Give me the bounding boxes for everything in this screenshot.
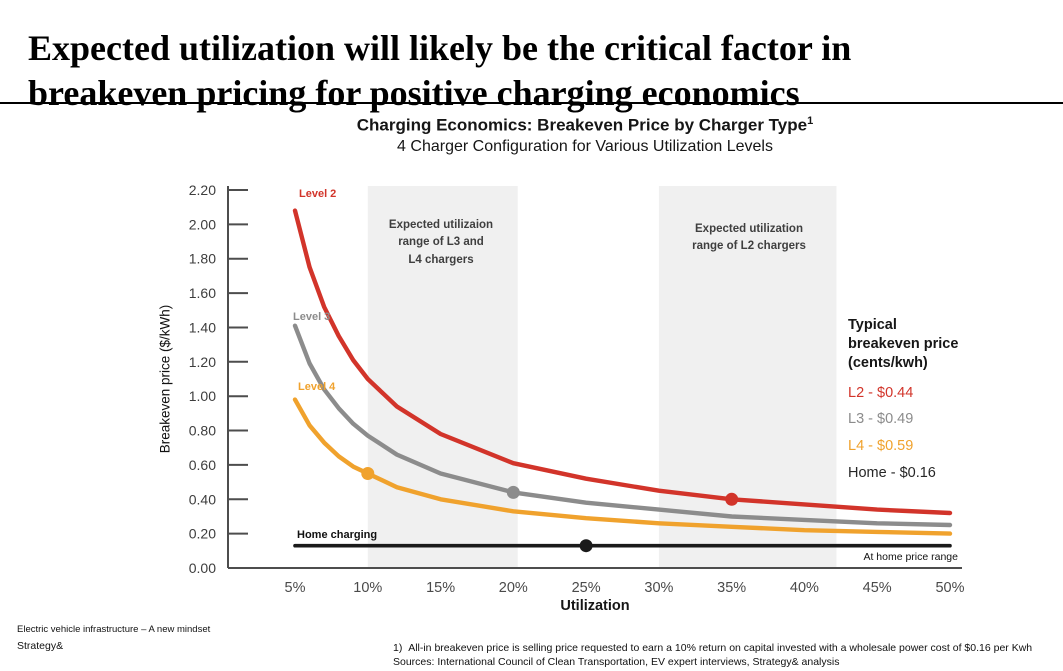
footer-brand: Strategy&: [17, 640, 64, 652]
y-tick-label: 0.80: [189, 423, 216, 439]
home-price-range-annotation: At home price range: [863, 551, 958, 563]
chart-title-footnote-marker: 1: [807, 115, 814, 127]
x-axis-title: Utilization: [560, 598, 630, 614]
curve-label-level4: Level 4: [298, 381, 336, 393]
curve-label-level2: Level 2: [299, 188, 337, 200]
x-tick-label: 45%: [863, 580, 892, 596]
x-tick-label: 20%: [499, 580, 528, 596]
y-axis-title: Breakeven price ($/kWh): [157, 304, 173, 454]
marker-level3: [506, 485, 520, 499]
x-tick-label: 50%: [935, 580, 964, 596]
x-tick-label: 40%: [790, 580, 819, 596]
curve-label-level3: Level 3: [293, 311, 331, 323]
footnote: 1) All-in breakeven price is selling pri…: [393, 642, 1032, 654]
y-tick-label: 2.00: [189, 216, 216, 232]
x-tick-label: 10%: [353, 580, 382, 596]
marker-home: [579, 539, 593, 553]
footnote-text: All-in breakeven price is selling price …: [408, 642, 1033, 654]
x-tick-label: 5%: [285, 580, 306, 596]
footnote-marker: 1): [393, 642, 403, 654]
title-divider-rule: [0, 102, 1063, 104]
y-tick-label: 0.00: [189, 560, 216, 576]
slide-title: Expected utilization will likely be the …: [28, 26, 1053, 117]
y-tick-label: 1.20: [189, 354, 216, 370]
y-tick-label: 1.00: [189, 388, 216, 404]
x-tick-label: 25%: [572, 580, 601, 596]
utilization-band-1: [367, 186, 518, 568]
curve-level2: [292, 208, 953, 516]
legend-title: Typical breakeven price (cents/kwh): [848, 317, 959, 371]
legend-item-l2: L2 - $0.44: [848, 384, 914, 401]
chart-title: Charging Economics: Breakeven Price by C…: [160, 115, 1010, 136]
chart-legend: Typical breakeven price (cents/kwh) L2 -…: [848, 316, 958, 487]
curve-level4: [292, 397, 953, 536]
band-label-l2: Expected utilization range of L2 charger…: [692, 223, 806, 253]
chart-subtitle: 4 Charger Configuration for Various Util…: [397, 138, 773, 155]
sources-line: Sources: International Council of Clean …: [393, 656, 840, 668]
legend-item-l4: L4 - $0.59: [848, 438, 914, 455]
x-tick-label: 15%: [426, 580, 455, 596]
marker-level2: [725, 492, 739, 506]
y-tick-label: 0.60: [189, 457, 216, 473]
marker-level4: [361, 467, 375, 480]
legend-item-l3: L3 - $0.49: [848, 411, 914, 428]
y-tick-label: 0.40: [189, 491, 216, 507]
chart-title-text: Charging Economics: Breakeven Price by C…: [356, 115, 808, 135]
x-tick-label: 30%: [644, 580, 673, 596]
y-tick-label: 1.60: [189, 285, 216, 301]
y-tick-label: 2.20: [189, 182, 216, 198]
y-tick-label: 0.20: [189, 526, 216, 542]
y-tick-label: 1.80: [189, 251, 216, 267]
footer-document-title: Electric vehicle infrastructure – A new …: [17, 624, 211, 635]
legend-item-home: Home - $0.16: [848, 464, 936, 481]
y-tick-label: 1.40: [189, 320, 216, 336]
band-label-l3-l4: Expected utilizaion range of L3 and L4 c…: [388, 219, 494, 266]
slide-title-line2: breakeven pricing for positive charging …: [28, 73, 800, 114]
x-tick-label: 35%: [717, 580, 746, 596]
curve-level3: [292, 323, 953, 528]
slide-title-line1: Expected utilization will likely be the …: [28, 28, 852, 69]
curve-label-home-charging: Home charging: [297, 529, 378, 541]
